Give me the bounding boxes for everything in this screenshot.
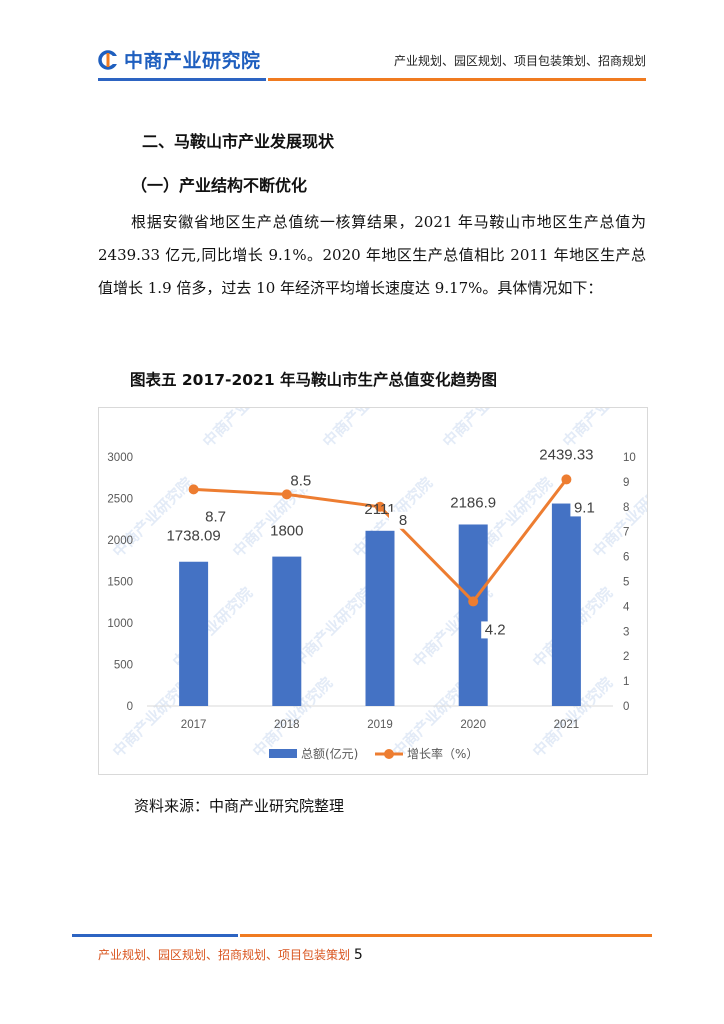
y-right-tick-label: 9 [623,477,629,489]
watermark-text: 中商产业研究院 [439,408,526,451]
legend-bar-swatch [269,749,297,758]
bar [551,503,581,706]
line-layer [188,474,572,607]
y-left-tick-label: 1000 [107,618,133,630]
y-right-tick-label: 7 [623,527,629,539]
y-right-tick-label: 5 [623,577,629,589]
x-tick-label: 2021 [554,719,580,731]
line-label-bg [570,499,599,517]
y-right-tick-label: 8 [623,502,629,514]
logo-text: 中商产业研究院 [124,50,261,72]
y-left-tick-label: 500 [114,660,133,672]
bar [458,524,488,706]
watermark-text: 中商产业研究院 [319,408,406,451]
y-left-tick-label: 1500 [107,577,133,589]
figure-title: 图表五 2017-2021 年马鞍山市生产总值变化趋势图 [130,371,498,389]
line-data-label: 8.5 [290,472,311,489]
watermark-text: 中商产业研究院 [559,408,646,451]
y-right-tick-label: 4 [623,601,630,613]
bar-data-label: 1800 [270,523,303,540]
bar-layer [179,503,581,706]
y-right-tick-label: 2 [623,651,629,663]
page-number: 5 [353,947,363,963]
line-data-label: 9.1 [574,499,595,516]
watermark-text: 中商产业研究院 [289,584,376,671]
y-left-tick-label: 3000 [107,452,133,464]
watermark-text: 中商产业研究院 [109,474,196,561]
y-left-tick-label: 2000 [107,535,133,547]
y-left-tick-label: 0 [127,701,133,713]
growth-point [375,501,385,512]
legend-layer: 总额(亿元) 增长率（%） [269,746,478,761]
legend-line-marker [384,749,394,759]
line-data-label: 4.2 [485,621,506,638]
figure-source: 资料来源：中商产业研究院整理 [134,797,345,815]
y-right-tick-label: 10 [623,452,636,464]
bar-data-label: 2439.33 [539,447,593,464]
line-label-bg [389,511,417,529]
logo: 中商产业研究院 [98,46,261,73]
watermark-text: 中商产业研究院 [199,408,286,451]
y-right-tick-label: 0 [623,701,629,713]
line-data-label: 8.7 [205,508,226,525]
chart-frame: 中商产业研究院 中商产业研究院 中商产业研究院 中商产业研究院 中商产业研究院 中商产业研… [98,407,648,775]
x-tick-label: 2020 [460,719,486,731]
x-tick-label: 2019 [367,719,393,731]
x-tick-label: 2017 [181,719,207,731]
logo-icon [98,49,118,70]
body-paragraph: 根据安徽省地区生产总值统一核算结果，2021 年马鞍山市地区生产总值为 2439… [98,213,646,297]
bar-data-label: 2111 [364,501,395,518]
subsection-heading: （一）产业结构不断优化 [131,176,308,195]
line-data-label: 8 [399,512,407,529]
header-divider-blue [98,78,266,81]
legend-bar-label: 总额(亿元) [301,746,358,761]
y-left-tick-label: 2500 [107,494,133,506]
line-label-bg [286,472,315,490]
growth-point [561,474,572,485]
growth-point [188,484,199,495]
bar [272,556,302,706]
growth-point [468,596,479,607]
line-label-bg [201,508,230,526]
label-layer: 1738.09 1800 2111 2186.9 2439.33 8.7 8.5 8 4.2 9.… [166,447,599,639]
growth-point [281,489,292,500]
bar [365,530,395,706]
footer-tagline: 产业规划、园区规划、招商规划、项目包装策划 [98,948,351,962]
header-tagline: 产业规划、园区规划、项目包装策划、招商规划 [393,54,646,68]
bar [179,561,209,706]
header-divider-orange [268,78,646,81]
footer-divider-orange [240,934,652,937]
y-right-tick-label: 1 [623,676,629,688]
watermark-text: 中商产业研究院 [589,474,647,561]
y-right-tick-label: 3 [623,626,629,638]
footer-text: 产业规划、园区规划、招商规划、项目包装策划 5 [98,946,363,963]
legend-line-label: 增长率（%） [407,746,478,761]
line-label-bg [481,621,510,639]
footer-divider-blue [72,934,238,937]
bar-data-label: 2186.9 [450,494,496,511]
bar-data-label: 1738.09 [166,528,220,545]
x-tick-label: 2018 [274,719,300,731]
y-right-tick-label: 6 [623,552,629,564]
section-heading: 二、马鞍山市产业发展现状 [142,132,335,151]
